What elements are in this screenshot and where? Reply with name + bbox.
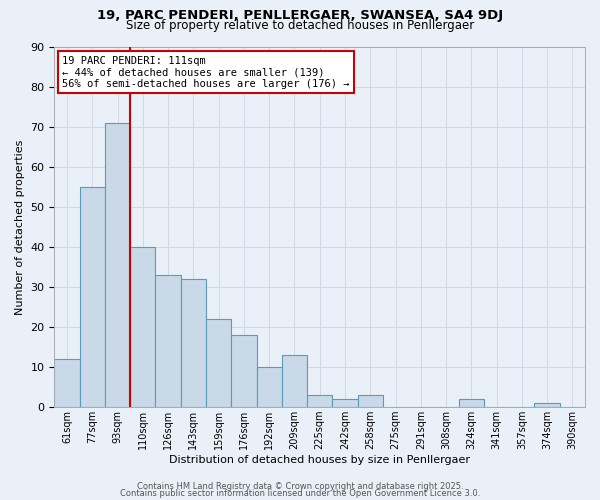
Bar [55, 359, 80, 407]
Text: Contains HM Land Registry data © Crown copyright and database right 2025.: Contains HM Land Registry data © Crown c… [137, 482, 463, 491]
Text: 19, PARC PENDERI, PENLLERGAER, SWANSEA, SA4 9DJ: 19, PARC PENDERI, PENLLERGAER, SWANSEA, … [97, 9, 503, 22]
Bar [206, 319, 231, 407]
Text: 19 PARC PENDERI: 111sqm
← 44% of detached houses are smaller (139)
56% of semi-d: 19 PARC PENDERI: 111sqm ← 44% of detache… [62, 56, 350, 88]
Bar [130, 247, 155, 407]
Bar [282, 355, 307, 407]
Bar [80, 187, 105, 407]
X-axis label: Distribution of detached houses by size in Penllergaer: Distribution of detached houses by size … [169, 455, 470, 465]
Bar [458, 399, 484, 407]
Text: Contains public sector information licensed under the Open Government Licence 3.: Contains public sector information licen… [120, 488, 480, 498]
Bar [181, 279, 206, 407]
Bar [105, 122, 130, 407]
Bar [231, 335, 257, 407]
Bar [358, 395, 383, 407]
Bar [535, 403, 560, 407]
Text: Size of property relative to detached houses in Penllergaer: Size of property relative to detached ho… [126, 19, 474, 32]
Bar [257, 367, 282, 407]
Y-axis label: Number of detached properties: Number of detached properties [15, 139, 25, 314]
Bar [307, 395, 332, 407]
Bar [332, 399, 358, 407]
Bar [155, 275, 181, 407]
